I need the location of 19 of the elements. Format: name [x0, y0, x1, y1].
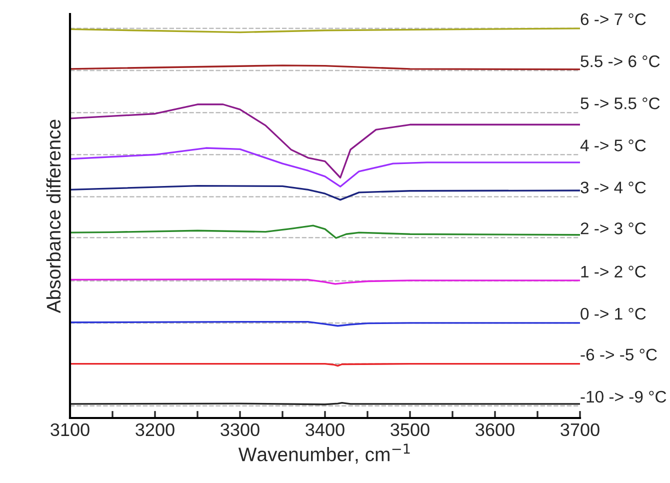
x-tick-label: 3700 — [560, 423, 600, 436]
series-label: 3 -> 4 °C — [580, 182, 646, 194]
series-label: 0 -> 1 °C — [580, 308, 646, 320]
x-tick-label: 3100 — [50, 423, 90, 436]
x-tick-label: 3200 — [136, 423, 174, 436]
series-label: 4 -> 5 °C — [580, 140, 646, 152]
x-tick-label: 3300 — [220, 423, 260, 436]
y-axis-title: Absorbance difference — [46, 120, 61, 314]
series-label: 5 -> 5.5 °C — [580, 97, 660, 110]
x-axis-title: Wavenumber, cm$^{−1}$ — [238, 444, 410, 464]
x-tick-label: 3600 — [476, 423, 514, 436]
series-label: 6 -> 7 °C — [580, 13, 646, 26]
series-label: 2 -> 3 °C — [580, 222, 646, 234]
series-label: -6 -> -5 °C — [580, 348, 657, 361]
series-label: 1 -> 2 °C — [581, 266, 646, 278]
x-tick-label: 3400 — [306, 423, 344, 436]
series-label: 5.5 -> 6 °C — [580, 55, 660, 68]
x-tick-label: 3500 — [390, 423, 430, 436]
series-label: -10 -> -9 °C — [580, 390, 666, 403]
